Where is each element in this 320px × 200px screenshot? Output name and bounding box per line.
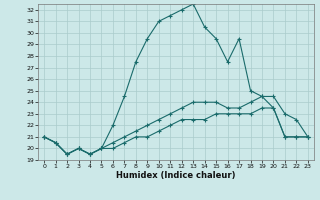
X-axis label: Humidex (Indice chaleur): Humidex (Indice chaleur) [116,171,236,180]
